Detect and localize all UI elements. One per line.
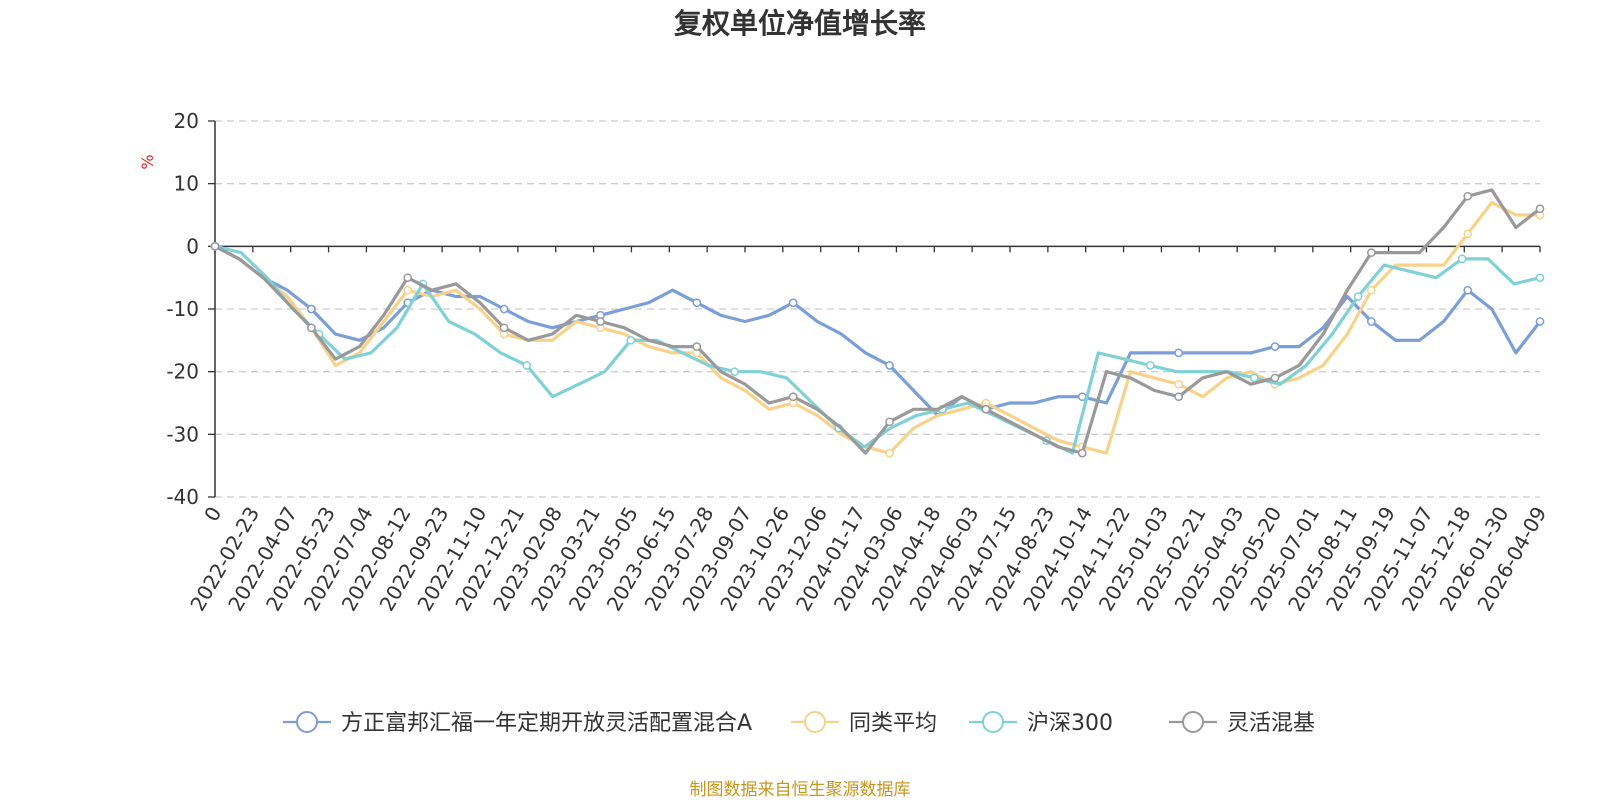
data-point (1174, 379, 1183, 389)
data-point (1270, 373, 1280, 383)
data-point (210, 241, 220, 251)
legend-item-3[interactable]: 灵活混基 (1169, 711, 1315, 736)
series-2 (210, 241, 1545, 455)
legend-marker (296, 711, 318, 733)
y-tick-label: 0 (186, 234, 199, 258)
series-lines (210, 188, 1545, 458)
legend-item-0[interactable]: 方正富邦汇福一年定期开放灵活配置混合A (283, 711, 752, 736)
series-line (213, 188, 1542, 455)
legend-item-1[interactable]: 同类平均 (791, 711, 937, 736)
y-tick-label: -20 (166, 360, 199, 384)
y-axis-unit: % (138, 154, 157, 169)
series-3 (210, 188, 1545, 458)
data-point (499, 323, 509, 333)
data-point (885, 361, 894, 370)
x-tick-label: 0 (199, 503, 226, 526)
y-tick-label: -40 (166, 485, 199, 509)
data-point (1367, 248, 1376, 257)
data-point (1535, 273, 1545, 283)
series-0 (210, 241, 1545, 418)
grid-lines (215, 120, 1540, 498)
y-tick-label: -10 (166, 297, 199, 321)
data-point (1174, 392, 1183, 402)
series-line (213, 244, 1542, 418)
data-point (981, 404, 991, 414)
data-point (1353, 292, 1363, 301)
data-point (1463, 229, 1473, 239)
y-tick-label: 10 (174, 172, 199, 196)
y-tick-label: 20 (174, 109, 199, 133)
data-point (626, 335, 636, 345)
legend-label: 灵活混基 (1227, 711, 1315, 736)
data-point (1367, 285, 1376, 295)
legend-marker (1182, 711, 1204, 733)
data-point (1457, 254, 1467, 264)
data-point (1145, 361, 1155, 370)
data-point (403, 285, 413, 295)
data-point (730, 367, 739, 377)
y-tick-label: -30 (166, 422, 199, 446)
legend-label: 沪深300 (1027, 711, 1113, 736)
legend-label: 方正富邦汇福一年定期开放灵活配置混合A (341, 711, 752, 736)
data-point (307, 323, 316, 333)
series-1 (210, 200, 1545, 458)
data-point (1270, 342, 1280, 351)
data-point (307, 304, 316, 314)
chart-title: 复权单位净值增长率 (674, 7, 926, 40)
data-point (1367, 317, 1376, 326)
data-point (1077, 448, 1087, 458)
data-source-note: 制图数据来自恒生聚源数据库 (690, 780, 911, 800)
axes: 20100-10-20-30-4002022-02-232022-04-0720… (166, 109, 1551, 615)
legend-item-2[interactable]: 沪深300 (969, 711, 1113, 736)
legend[interactable]: 方正富邦汇福一年定期开放灵活配置混合A 同类平均 沪深300 灵活混基 (283, 711, 1315, 736)
data-point (1174, 348, 1183, 358)
data-point (1535, 317, 1545, 326)
data-point (403, 273, 413, 283)
data-point (1463, 285, 1473, 295)
data-point (692, 298, 702, 308)
data-point (788, 392, 798, 402)
data-point (885, 417, 894, 427)
data-point (499, 304, 509, 314)
data-point (596, 317, 605, 326)
data-point (1249, 373, 1259, 383)
series-line (213, 200, 1542, 455)
legend-marker (982, 711, 1004, 733)
data-point (788, 298, 798, 308)
data-point (1463, 191, 1473, 201)
data-point (522, 361, 532, 370)
data-point (1535, 204, 1545, 214)
data-point (692, 342, 702, 351)
series-line (213, 244, 1542, 455)
data-point (885, 448, 894, 458)
legend-label: 同类平均 (849, 711, 937, 736)
legend-marker (804, 711, 826, 733)
